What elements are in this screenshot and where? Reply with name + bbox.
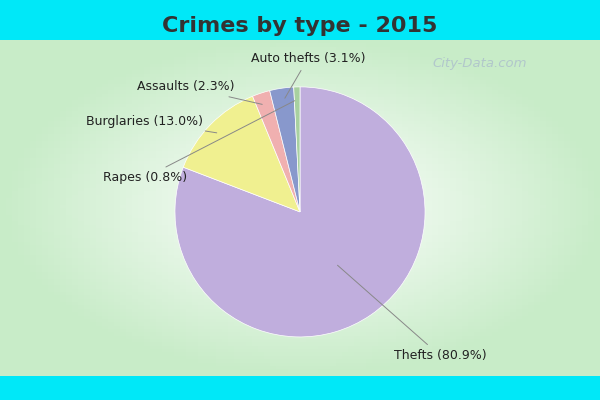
Text: Rapes (0.8%): Rapes (0.8%): [103, 101, 295, 184]
Text: Assaults (2.3%): Assaults (2.3%): [137, 80, 262, 104]
Wedge shape: [175, 87, 425, 337]
Text: Auto thefts (3.1%): Auto thefts (3.1%): [251, 52, 365, 98]
Text: Burglaries (13.0%): Burglaries (13.0%): [86, 115, 217, 133]
Text: City-Data.com: City-Data.com: [433, 58, 527, 70]
Text: Crimes by type - 2015: Crimes by type - 2015: [163, 16, 437, 36]
Text: Thefts (80.9%): Thefts (80.9%): [338, 265, 487, 362]
Wedge shape: [294, 87, 300, 212]
Wedge shape: [253, 91, 300, 212]
Wedge shape: [183, 96, 300, 212]
Wedge shape: [269, 87, 300, 212]
